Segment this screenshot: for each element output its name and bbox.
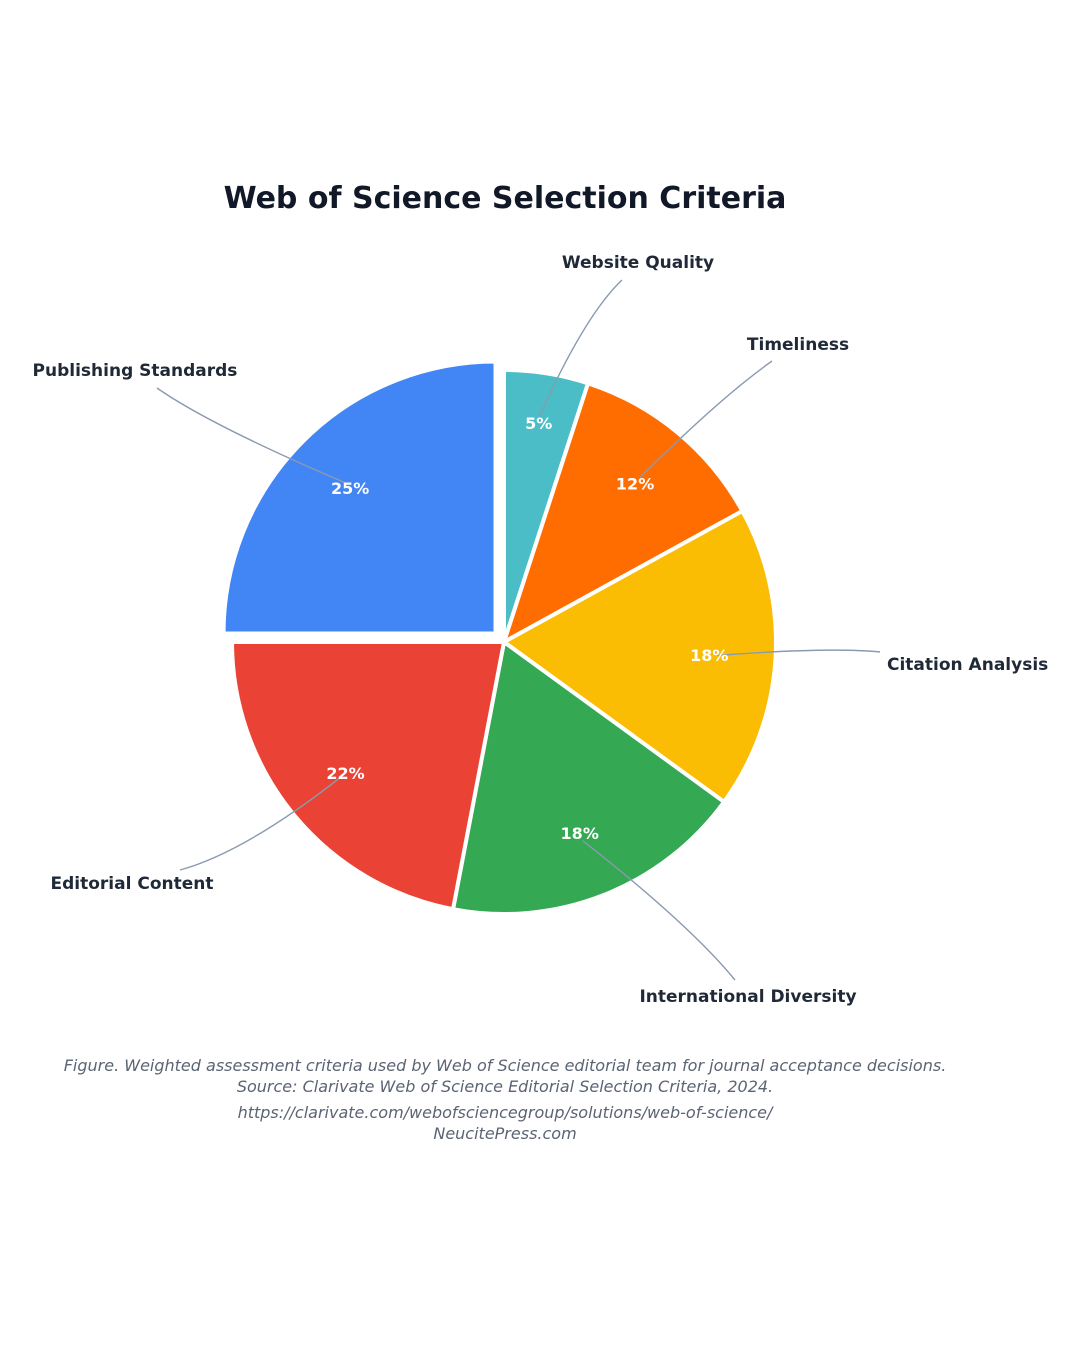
leader-line <box>639 360 773 478</box>
pie-slices <box>221 359 778 916</box>
percent-labels: 5% 12% 18% 18% 22% 25% <box>326 414 728 843</box>
percent-label: 25% <box>331 479 369 498</box>
chart-title: Web of Science Selection Criteria <box>224 181 787 216</box>
pie-slice-editorial-content <box>230 640 506 912</box>
pie-slice-timeliness <box>502 381 745 644</box>
caption-source: Source: Clarivate Web of Science Editori… <box>237 1077 773 1096</box>
percent-label: 18% <box>561 824 599 843</box>
category-label: Publishing Standards <box>33 361 238 381</box>
caption-publisher: NeucitePress.com <box>433 1124 576 1143</box>
caption-line-1: Figure. Weighted assessment criteria use… <box>64 1056 947 1075</box>
pie-slice-citation-analysis <box>502 508 778 804</box>
leader-lines <box>156 279 881 981</box>
pie-slice-international-diversity <box>451 640 727 916</box>
pie-slice-publishing-standards <box>221 359 498 636</box>
category-label: Timeliness <box>747 335 849 355</box>
leader-line <box>539 279 623 416</box>
category-label: International Diversity <box>639 987 856 1007</box>
category-label: Website Quality <box>562 253 714 273</box>
caption-url: https://clarivate.com/webofsciencegroup/… <box>238 1103 774 1122</box>
leader-line <box>582 840 736 981</box>
leader-line <box>179 777 340 871</box>
category-labels: Website Quality Timeliness Citation Analys… <box>33 253 1049 1007</box>
figure-caption: Figure. Weighted assessment criteria use… <box>64 1056 947 1143</box>
percent-label: 22% <box>326 764 364 783</box>
percent-label: 12% <box>616 475 654 494</box>
leader-line <box>156 387 345 484</box>
category-label: Editorial Content <box>51 874 214 894</box>
category-label: Citation Analysis <box>887 655 1048 675</box>
percent-label: 5% <box>525 414 552 433</box>
percent-label: 18% <box>690 646 728 665</box>
leader-line <box>717 649 881 657</box>
